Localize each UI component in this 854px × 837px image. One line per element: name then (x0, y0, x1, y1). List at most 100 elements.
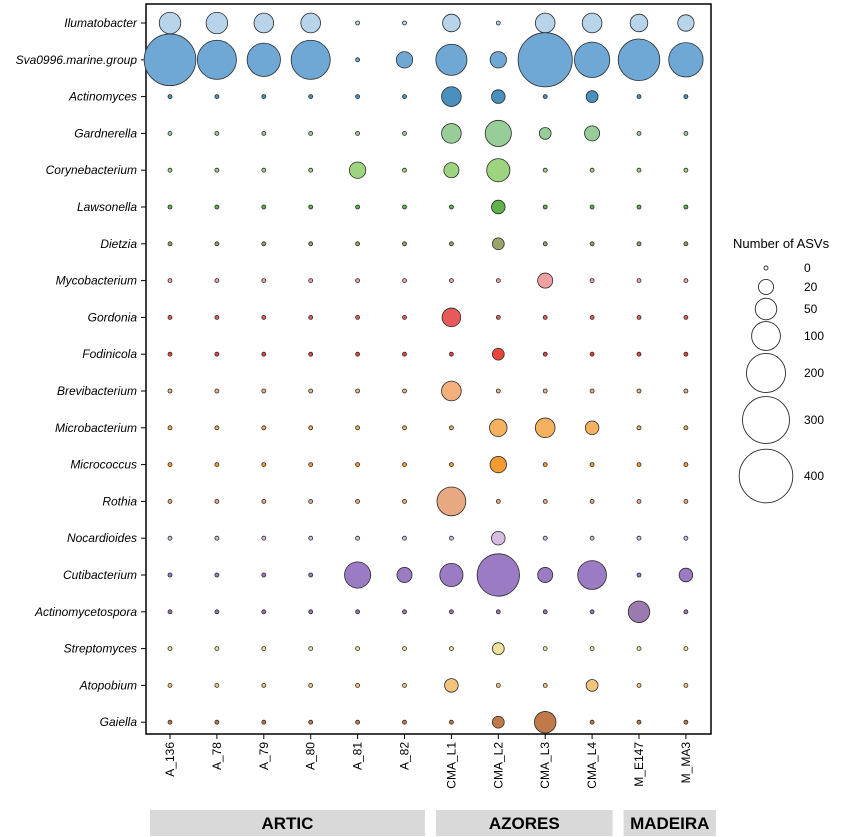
bubble (214, 388, 220, 394)
bubble (441, 380, 462, 402)
bubble (214, 572, 220, 578)
bubble (589, 609, 595, 615)
bubble (542, 646, 548, 651)
y-tick-label: Gaiella (100, 715, 138, 729)
bubble (677, 14, 695, 32)
y-tick-label: Fodinicola (82, 347, 137, 361)
group-band (435, 810, 613, 836)
bubble (683, 94, 689, 99)
bubble (439, 563, 464, 588)
bubble (584, 420, 600, 436)
y-tick-label: Gordonia (88, 310, 138, 324)
bubble (443, 162, 460, 179)
bubble (308, 278, 314, 284)
bubble (167, 535, 173, 541)
bubble (683, 388, 689, 394)
bubble (495, 498, 501, 504)
bubble (355, 351, 361, 357)
bubble (308, 719, 314, 725)
bubble (402, 462, 407, 468)
bubble (308, 535, 314, 541)
bubble (261, 572, 267, 578)
bubble (448, 425, 454, 431)
legend-bubble (754, 297, 778, 321)
bubble (517, 32, 573, 88)
group-bands: ARTIC AZORES MADEIRA (150, 810, 716, 836)
bubble (678, 567, 694, 583)
bubble (402, 204, 407, 210)
bubble (308, 94, 314, 99)
y-tick-label: Cutibacterium (63, 568, 137, 582)
bubble (542, 609, 548, 615)
bubble (261, 130, 267, 136)
bubble (484, 119, 512, 147)
bubble (636, 719, 642, 725)
x-tick-label: M_E147 (632, 742, 646, 787)
bubble (402, 683, 407, 688)
bubble (167, 314, 173, 320)
bubble (167, 425, 173, 431)
bubble (491, 715, 505, 729)
bubble (683, 167, 689, 173)
bubble (448, 278, 454, 284)
bubble (402, 719, 407, 725)
bubble (158, 11, 182, 35)
bubble (683, 425, 689, 431)
bubble (261, 683, 267, 688)
bubble (214, 204, 220, 210)
bubble (683, 314, 689, 320)
bubble (683, 204, 689, 210)
bubble (489, 51, 507, 69)
group-band (150, 810, 425, 836)
bubble (261, 646, 267, 651)
bubble (167, 388, 173, 394)
bubble (668, 42, 704, 78)
y-tick-label: Actinomycetospora (34, 605, 137, 619)
bubble (308, 351, 314, 357)
bubble (441, 123, 462, 144)
bubble (448, 241, 454, 247)
bubble (402, 351, 407, 357)
legend-bubble (738, 448, 794, 504)
bubble (214, 130, 220, 136)
bubble (589, 498, 595, 504)
bubble (214, 278, 220, 284)
bubble (636, 462, 642, 468)
bubble (261, 314, 267, 320)
y-tick-label: Atopobium (79, 678, 137, 692)
bubble (636, 646, 642, 651)
bubble (308, 683, 314, 688)
bubble (402, 167, 407, 173)
bubble (491, 347, 505, 361)
bubble (196, 39, 237, 80)
size-legend: Number of ASVs 0 20 50 100 200 300 400 (733, 236, 830, 504)
bubble (253, 12, 275, 34)
legend-label: 300 (804, 413, 824, 427)
bubble (589, 204, 595, 210)
bubble (214, 535, 220, 541)
x-tick-label: A_79 (257, 742, 271, 770)
bubble (534, 417, 556, 439)
bubble (308, 167, 314, 173)
bubble (495, 609, 501, 615)
bubble (308, 572, 314, 578)
bubble (308, 646, 314, 651)
bubble (214, 462, 220, 468)
legend-bubble (746, 353, 786, 393)
bubble (683, 462, 689, 468)
bubble (542, 351, 548, 357)
bubble (542, 683, 548, 688)
bubble (585, 90, 599, 103)
bubble (495, 314, 501, 320)
bubble (167, 572, 173, 578)
y-axis-labels: Ilumatobacter Sva0996.marine.group Actinom… (16, 16, 138, 729)
bubble (683, 351, 689, 357)
bubble (491, 199, 506, 215)
bubble (542, 94, 548, 99)
bubble (402, 278, 407, 284)
bubble (308, 130, 314, 136)
bubble (636, 388, 642, 394)
bubble (167, 241, 173, 247)
bubble (246, 42, 281, 77)
